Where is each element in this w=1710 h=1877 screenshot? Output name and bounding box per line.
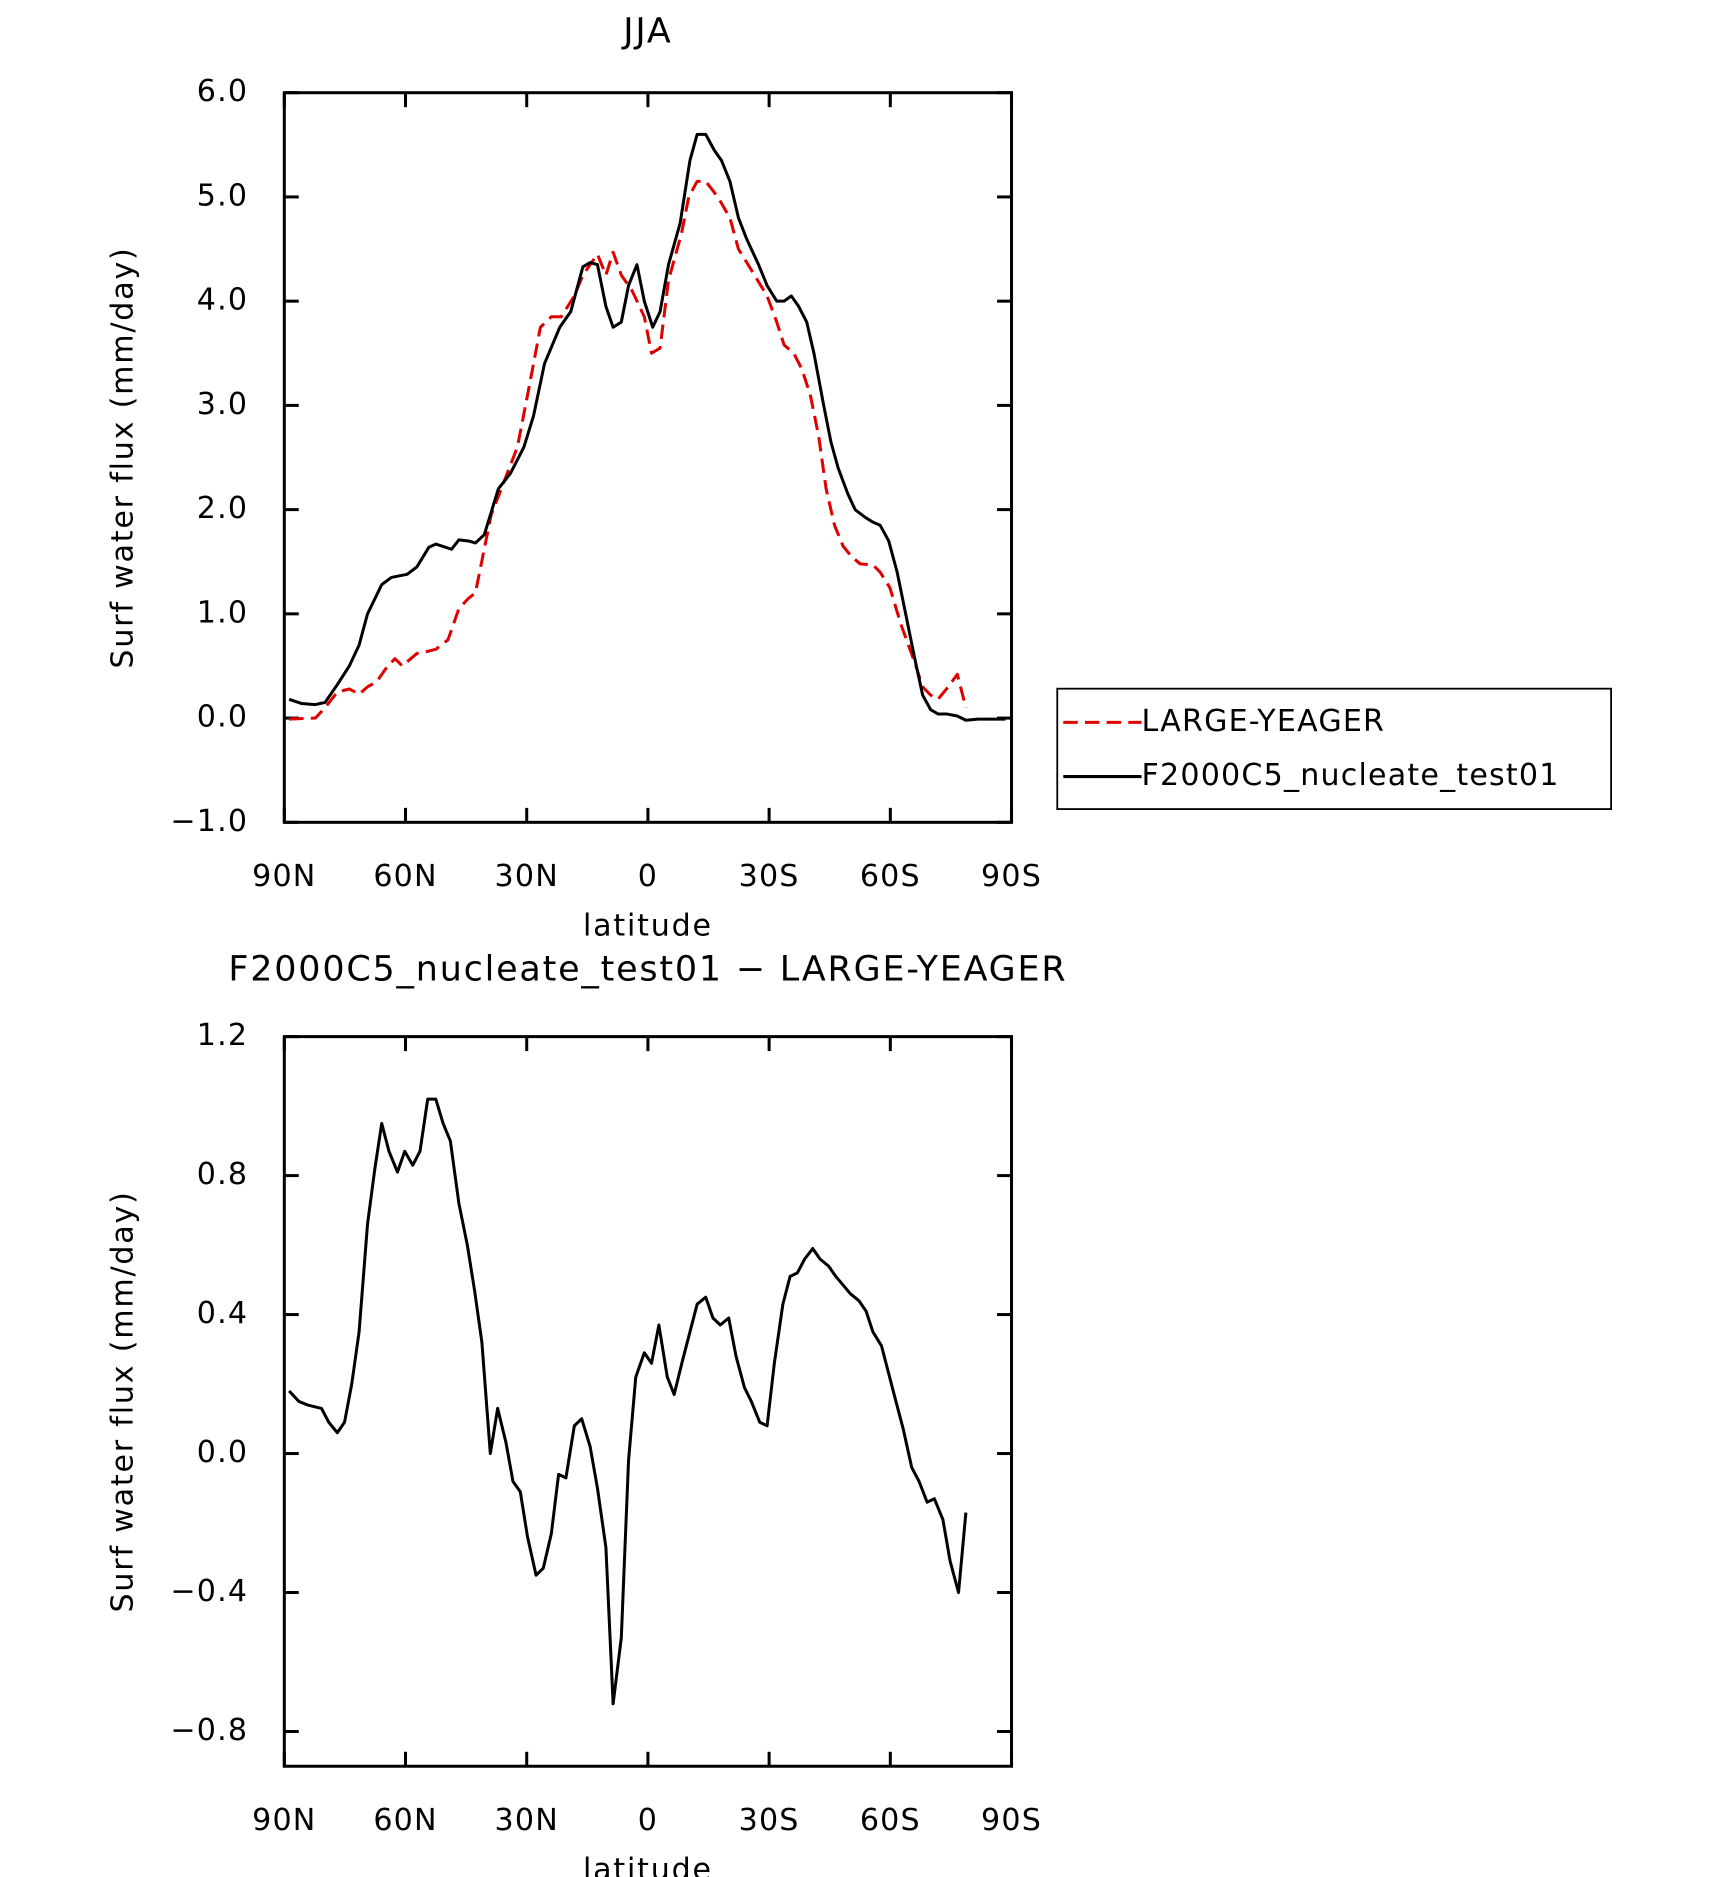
y-tick-label: 3.0 [197, 387, 248, 422]
chart-title: F2000C5_nucleate_test01 − LARGE-YEAGER [228, 949, 1067, 989]
x-tick-label: 30S [739, 1803, 800, 1838]
x-tick-label: 60N [373, 859, 437, 894]
x-tick-label: 30N [495, 1803, 559, 1838]
y-tick-label: −1.0 [170, 804, 248, 839]
x-axis-label: latitude [583, 909, 713, 944]
y-axis-label: Surf water flux (mm/day) [106, 1190, 141, 1612]
x-tick-label: 30S [739, 859, 800, 894]
y-tick-label: 5.0 [197, 178, 248, 213]
y-tick-label: 1.0 [197, 595, 248, 630]
data-line [289, 179, 968, 721]
y-tick-label: 0.4 [197, 1296, 248, 1331]
legend-label: F2000C5_nucleate_test01 [1142, 758, 1560, 793]
y-tick-label: −0.8 [170, 1713, 248, 1748]
x-tick-label: 90N [252, 859, 316, 894]
x-tick-label: 90N [252, 1803, 316, 1838]
y-tick-label: 0.8 [197, 1157, 248, 1192]
y-tick-label: 0.0 [197, 1435, 248, 1470]
x-tick-label: 0 [638, 1803, 658, 1838]
x-tick-label: 30N [495, 859, 559, 894]
legend-box [1056, 687, 1613, 810]
chart-title: JJA [621, 12, 672, 52]
y-tick-label: −0.4 [170, 1574, 248, 1609]
x-tick-label: 90S [981, 859, 1042, 894]
plot-frame [282, 91, 1014, 824]
y-tick-label: 2.0 [197, 491, 248, 526]
y-tick-label: 4.0 [197, 283, 248, 318]
data-line [288, 1097, 968, 1706]
y-axis-label: Surf water flux (mm/day) [106, 246, 141, 668]
y-tick-label: 6.0 [197, 74, 248, 109]
x-tick-label: 0 [638, 859, 658, 894]
x-tick-label: 60S [860, 1803, 921, 1838]
y-tick-label: 1.2 [197, 1018, 248, 1053]
x-tick-label: 90S [981, 1803, 1042, 1838]
x-axis-label: latitude [583, 1852, 713, 1877]
y-tick-label: 0.0 [197, 700, 248, 735]
x-tick-label: 60S [860, 859, 921, 894]
x-tick-label: 60N [373, 1803, 437, 1838]
plot-frame [282, 1035, 1014, 1768]
data-line [288, 132, 1006, 722]
legend-label: LARGE-YEAGER [1142, 704, 1386, 739]
